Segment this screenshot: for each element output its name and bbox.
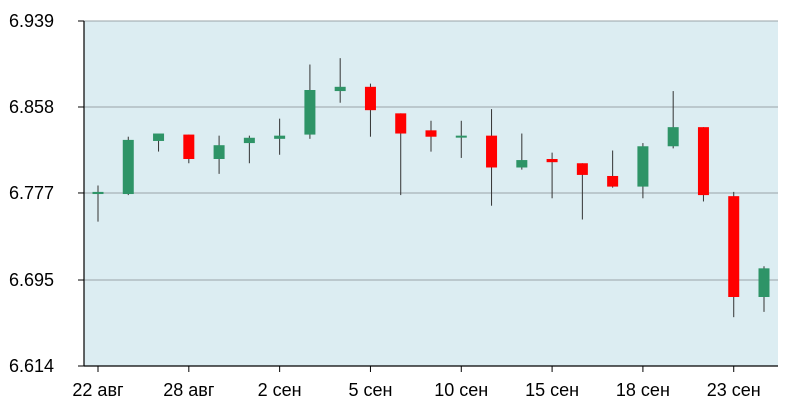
x-tick-label: 23 сен xyxy=(707,380,761,400)
x-tick-label: 15 сен xyxy=(525,380,579,400)
y-axis-ticks: 6.939 6.858 6.777 6.695 6.614 xyxy=(9,11,84,376)
axes xyxy=(83,20,778,367)
candle-body-up xyxy=(637,146,649,187)
candle-body-up xyxy=(153,133,165,141)
candle-body-up xyxy=(243,137,255,144)
x-tick-label: 22 авг xyxy=(72,380,124,400)
y-tick-label: 6.939 xyxy=(9,11,54,31)
candle-body-down xyxy=(486,135,498,168)
x-tick-label: 5 сен xyxy=(348,380,392,400)
x-tick-label: 28 авг xyxy=(163,380,215,400)
candle-body-up xyxy=(122,139,134,195)
candle-body-down xyxy=(364,86,376,111)
y-tick-label: 6.777 xyxy=(9,183,54,203)
y-tick-label: 6.858 xyxy=(9,97,54,117)
candle-body-down xyxy=(425,130,437,137)
candle-body-up xyxy=(667,127,679,147)
x-axis-ticks: 22 авг 28 авг 2 сен 5 сен 10 сен 15 сен 18 сен… xyxy=(72,366,761,400)
candle-body-down xyxy=(607,175,619,187)
candle-body-up xyxy=(758,268,770,297)
x-tick-label: 18 сен xyxy=(616,380,670,400)
grid-lines xyxy=(84,106,778,281)
x-tick-label: 10 сен xyxy=(434,380,488,400)
candle-body-down xyxy=(183,134,195,159)
y-tick-label: 6.695 xyxy=(9,270,54,290)
candle-body-up xyxy=(92,191,104,195)
plot-background xyxy=(84,21,778,366)
candle-body-up xyxy=(213,145,225,159)
candle-body-up xyxy=(516,160,528,168)
candle-body-up xyxy=(455,135,467,138)
candle-body-up xyxy=(334,86,346,92)
candle-body-up xyxy=(304,90,316,135)
y-tick-label: 6.614 xyxy=(9,356,54,376)
candles xyxy=(92,58,770,318)
candle-body-down xyxy=(395,113,407,134)
candle-body-up xyxy=(274,135,286,139)
candle-body-down xyxy=(546,159,558,163)
x-tick-label: 2 сен xyxy=(258,380,302,400)
candle-body-down xyxy=(576,163,588,175)
candle-body-down xyxy=(728,196,740,297)
candle-body-down xyxy=(697,127,709,196)
